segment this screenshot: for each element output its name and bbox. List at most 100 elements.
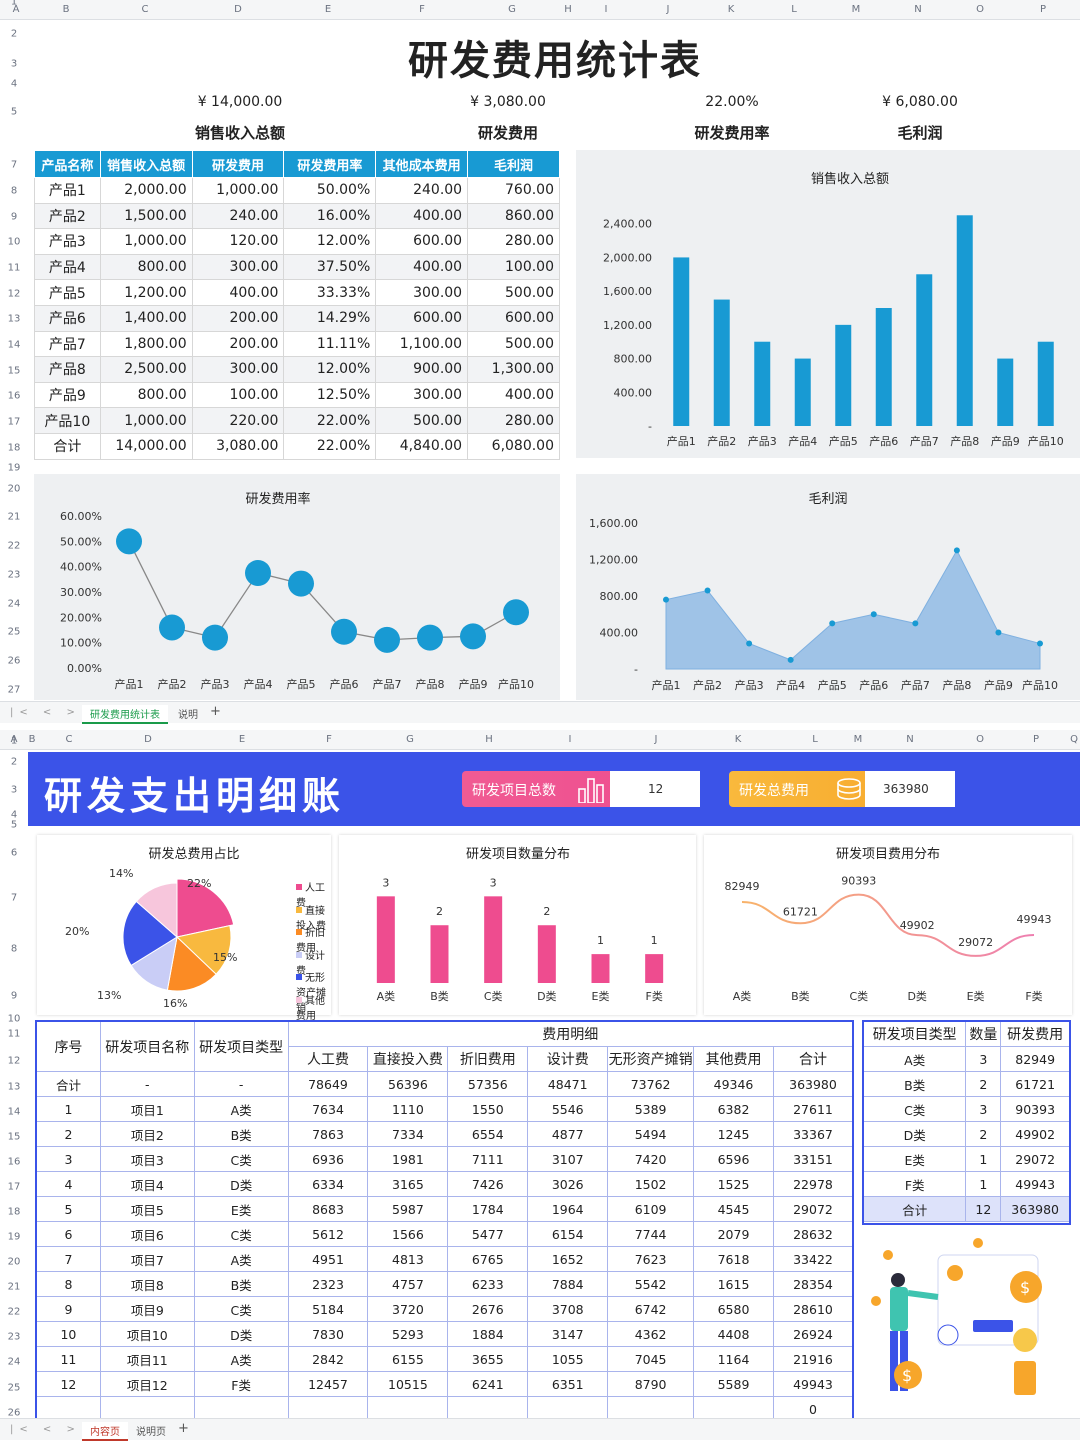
table-cell: 3 <box>965 1046 1002 1072</box>
value-cell: 200.00 <box>191 304 285 332</box>
tab-content[interactable]: 内容页 <box>82 1422 128 1441</box>
value-cell: 1,000.00 <box>99 228 193 255</box>
row-number: 25 <box>7 626 21 638</box>
total-cell: 78649 <box>287 1071 369 1097</box>
value-cell: 1,300.00 <box>467 356 560 383</box>
table-cell: 49943 <box>772 1371 854 1397</box>
table-header-row: 研发项目类型 数量 研发费用 <box>862 1021 1070 1047</box>
sales-chart-panel[interactable]: 销售收入总额 - 400.00 800.00 1,200.00 1,600.00 2,00… <box>576 150 1080 458</box>
add-sheet-button[interactable]: + <box>210 704 221 719</box>
x-tick-label: 产品6 <box>859 678 888 692</box>
slice-label: 22% <box>187 877 211 890</box>
y-tick-label: 2,000.00 <box>603 251 652 264</box>
tab-rd-stats[interactable]: 研发费用统计表 <box>82 705 168 724</box>
row-number: 26 <box>7 655 21 667</box>
table-cell: 5612 <box>287 1221 369 1247</box>
total-cost-value: 363980 <box>865 771 955 807</box>
bar <box>673 257 690 426</box>
rd-rate-line-chart: 0.00% 10.00% 20.00% 30.00% 40.00% 50.00% 60.00… <box>60 510 534 691</box>
project-cost-panel[interactable]: 研发项目费用分布 82949 A类 61721 B类 90393 C类 49902 D类 290… <box>704 835 1072 1015</box>
table-cell: 6554 <box>447 1121 529 1147</box>
add-sheet-button-2[interactable]: + <box>178 1421 189 1436</box>
finance-illustration: $ $ <box>871 1238 1042 1395</box>
bar <box>916 274 933 426</box>
table-cell: 1964 <box>527 1196 609 1222</box>
table-cell: 5542 <box>607 1271 695 1297</box>
pie-slice <box>176 878 235 938</box>
table-cell: 2 <box>36 1121 101 1147</box>
table-cell: 82949 <box>1000 1046 1070 1072</box>
value-cell: 11.11% <box>283 330 377 358</box>
slice-label: 14% <box>109 867 133 880</box>
bar <box>997 358 1014 426</box>
table-cell: 5987 <box>367 1196 449 1222</box>
x-tick-label: 产品7 <box>910 434 939 448</box>
tab-instructions[interactable]: 说明页 <box>136 1427 166 1438</box>
total-cell: - <box>193 1071 289 1097</box>
row-number: 27 <box>7 684 21 696</box>
table-header-cell: 无形资产摊销 <box>607 1046 695 1072</box>
legend-swatch <box>296 929 302 935</box>
table-cell: 33422 <box>772 1246 854 1272</box>
row-number: 20 <box>7 483 21 495</box>
value-cell: 280.00 <box>467 228 560 255</box>
x-tick-label: F类 <box>1025 989 1042 1003</box>
y-tick-label: 400.00 <box>614 386 653 399</box>
profit-area-chart: - 400.00 800.00 1,200.00 1,600.00 产品1 产品2 产品3 产品… <box>589 517 1058 692</box>
data-point <box>460 623 486 650</box>
column-letter: J <box>666 4 670 15</box>
table-cell: 7623 <box>607 1246 695 1272</box>
x-tick-label: E类 <box>967 989 985 1003</box>
group-header-cell: 费用明细 <box>287 1021 854 1047</box>
value-cell: 400.00 <box>375 253 469 281</box>
y-tick-label: 2,400.00 <box>603 218 652 231</box>
row-number: 24 <box>7 598 21 610</box>
table-cell: 项目3 <box>99 1146 195 1172</box>
table-cell: 1 <box>36 1096 101 1122</box>
table-cell: 33367 <box>772 1121 854 1147</box>
project-count-panel[interactable]: 研发项目数量分布 3 A类 2 B类 3 C类 2 D类 1 E类 1 F类 <box>339 835 696 1015</box>
value-cell: 16.00% <box>283 202 377 230</box>
legend-label: 设计费 <box>296 950 325 977</box>
row-number: 14 <box>7 339 21 351</box>
total-cost-card: 研发总费用 363980 <box>729 771 955 807</box>
profit-chart-panel[interactable]: 毛利润 - 400.00 800.00 1,200.00 1,600.00 产品1 产品2 产… <box>576 474 1080 700</box>
table-header-cell: 研发项目类型 <box>862 1021 967 1047</box>
y-tick-label: 50.00% <box>60 535 102 548</box>
kpi-profit-label: 毛利润 <box>897 124 943 142</box>
table-cell: 7334 <box>367 1121 449 1147</box>
x-tick-label: 产品2 <box>707 434 736 448</box>
empty-cell <box>607 1396 695 1422</box>
tab-notes[interactable]: 说明 <box>178 710 198 721</box>
x-tick-label: 产品5 <box>818 678 847 692</box>
table-row: B类 2 61721 <box>862 1071 1070 1097</box>
table-cell: 项目8 <box>99 1271 195 1297</box>
column-letter: D <box>234 4 242 15</box>
x-tick-label: 产品9 <box>991 434 1020 448</box>
kpi-rate-label: 研发费用率 <box>694 124 770 142</box>
table-cell: 4408 <box>693 1321 774 1347</box>
column-letter: K <box>734 734 742 745</box>
sheet-nav-buttons-2[interactable]: |< < > >| <box>10 1424 114 1435</box>
value-cell: 1,400.00 <box>99 304 193 332</box>
pie-slice <box>135 882 178 939</box>
table-cell: 6109 <box>607 1196 695 1222</box>
table-cell: 7634 <box>287 1096 369 1122</box>
cost-share-panel[interactable]: 研发总费用占比 22% 15% 16% 13% 20% 14% 人工费 直接投入费 折旧费用设… <box>37 835 331 1022</box>
data-point <box>374 626 400 653</box>
data-point <box>202 624 228 651</box>
legend-label: 直接投入费 <box>296 905 326 932</box>
rd-rate-chart-panel[interactable]: 研发费用率 0.00% 10.00% 20.00% 30.00% 40.00% 50.00… <box>34 474 560 700</box>
table-cell: 项目9 <box>99 1296 195 1322</box>
row-number: 5 <box>10 106 18 118</box>
total-cell: 363980 <box>1000 1196 1070 1222</box>
value-cell: 760.00 <box>467 177 560 204</box>
y-tick-label: 10.00% <box>60 637 102 650</box>
x-tick-label: B类 <box>430 989 449 1003</box>
sheet-nav-buttons[interactable]: |< < > >| <box>10 707 114 718</box>
table-row: 5 项目5 E类 8683 5987 1784 1964 6109 4545 29072 <box>36 1196 854 1222</box>
cost-dist-chart-title: 研发项目费用分布 <box>835 847 941 862</box>
table-row: 12 项目12 F类 12457 10515 6241 6351 8790 5589 49943 <box>36 1371 854 1397</box>
column-letter: K <box>727 4 735 15</box>
row-number: 3 <box>10 784 18 796</box>
